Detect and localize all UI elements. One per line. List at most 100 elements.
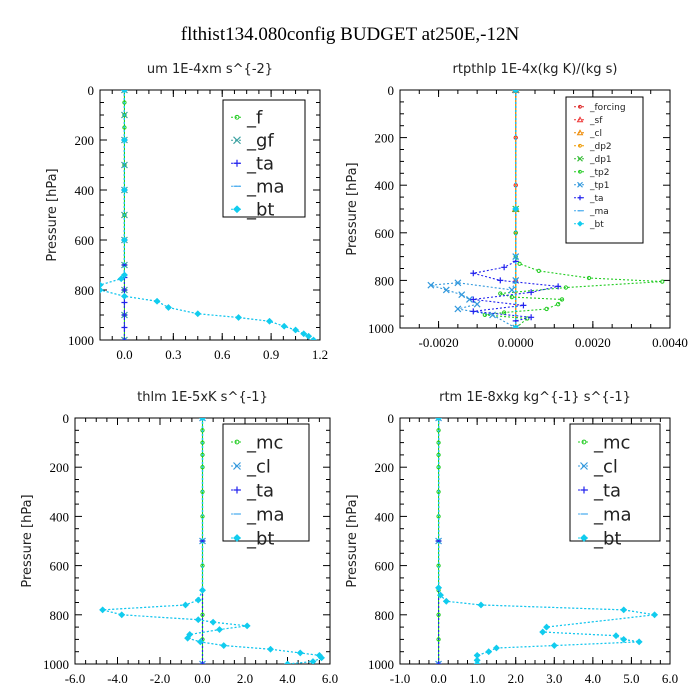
data-point (437, 591, 444, 599)
data-point (550, 642, 558, 649)
y-tick-label: 600 (375, 226, 395, 241)
data-point (559, 297, 565, 302)
data-point (200, 452, 205, 458)
data-point (199, 586, 206, 594)
data-point (470, 270, 477, 277)
data-point (473, 300, 481, 308)
data-point (280, 322, 288, 330)
data-point (117, 275, 125, 283)
data-point (292, 326, 299, 334)
data-point (512, 205, 520, 213)
y-axis-label: Pressure [hPa] (345, 162, 360, 255)
data-point (635, 638, 643, 646)
y-tick-label: 0 (88, 83, 95, 98)
data-point (509, 294, 515, 300)
x-tick-label: 3.0 (546, 671, 562, 686)
x-tick-label: 1.2 (312, 347, 328, 362)
data-point (436, 465, 441, 470)
panel-title: rtm 1E-8xkg kg^{-1} s^{-1} (439, 390, 631, 405)
legend: _forcing _sf _cl _dp2 _dp1 _tp2 _tp1 _ta _ma _bt (565, 96, 644, 244)
data-point (501, 264, 508, 271)
data-point (220, 642, 228, 649)
x-tick-label: 1.0 (469, 671, 485, 686)
data-point (305, 332, 313, 340)
data-point (310, 336, 317, 340)
legend-marker (233, 486, 241, 494)
data-point (497, 277, 504, 284)
data-point (660, 279, 665, 284)
data-point (200, 440, 205, 445)
data-point (196, 638, 204, 646)
data-point (512, 324, 520, 328)
data-point (528, 314, 535, 321)
legend-marker (577, 155, 583, 162)
data-point (555, 302, 561, 307)
panels: um 1E-4xm s^{-2} Pressure [hPa] 0 200 400 600… (20, 62, 688, 686)
legend-label: _dp1 (589, 155, 612, 165)
legend-label: _bt (246, 528, 274, 549)
panel-title: um 1E-4xm s^{-2} (147, 62, 273, 77)
legend-label: _dp2 (589, 142, 612, 152)
data-point (501, 310, 507, 315)
legend-marker (578, 169, 582, 174)
y-tick-label: 600 (75, 233, 95, 248)
data-point (517, 261, 522, 266)
data-point (284, 660, 291, 664)
legend-label: _ma (246, 504, 285, 525)
data-point (121, 161, 128, 169)
panel-1: um 1E-4xm s^{-2} Pressure [hPa] 0 200 400 600… (45, 62, 328, 362)
y-tick-label: 0 (388, 411, 395, 426)
legend-marker (581, 439, 587, 445)
legend-label: _tp2 (589, 168, 609, 178)
legend-label: _bt (589, 220, 604, 230)
x-tick-label: 0.0 (116, 347, 132, 362)
x-tick-label: 0.0040 (652, 335, 688, 350)
legend-label: _ma (589, 207, 609, 217)
data-point (563, 285, 569, 290)
data-point (99, 606, 107, 614)
panel-title: thlm 1E-5xK s^{-1} (137, 390, 268, 405)
legend: _f_gf_ta_ma_bt (222, 99, 306, 221)
legend-marker (576, 116, 584, 123)
data-point (121, 136, 128, 144)
data-point (121, 90, 128, 94)
x-tick-label: 2.0 (508, 671, 524, 686)
data-point (200, 465, 205, 470)
y-axis-label: Pressure [hPa] (45, 168, 60, 261)
data-point (473, 660, 481, 664)
data-point (620, 606, 628, 614)
y-tick-label: 200 (50, 460, 70, 475)
y-tick-label: 0 (388, 83, 395, 98)
data-point (121, 292, 128, 300)
legend: _mc _cl _ta _ma _bt (222, 423, 310, 549)
data-point (493, 644, 500, 652)
legend-marker (577, 220, 583, 227)
y-tick-label: 800 (375, 608, 395, 623)
data-point (528, 289, 535, 296)
x-tick-label: -6.0 (65, 671, 86, 686)
data-point (121, 287, 128, 293)
panel-2: rtpthlp 1E-4x(kg K)/(kg s) Pressure [hPa]… (345, 62, 688, 350)
legend-label: _ma (593, 504, 632, 525)
y-tick-label: 400 (375, 178, 395, 193)
data-point (477, 601, 485, 609)
data-point (512, 324, 520, 328)
data-point (122, 212, 127, 218)
data-point (620, 635, 628, 643)
data-point (612, 632, 620, 640)
legend-marker (234, 439, 240, 445)
data-point (194, 596, 202, 604)
legend-marker (580, 486, 588, 494)
data-point (165, 304, 172, 311)
data-point (184, 634, 192, 642)
legend-label: _cl (246, 456, 271, 477)
data-point (121, 186, 128, 194)
data-point (536, 268, 542, 274)
legend-label: _bt (246, 200, 274, 221)
data-point (100, 281, 104, 289)
data-point (122, 112, 127, 118)
data-point (454, 305, 462, 313)
data-point (182, 601, 189, 609)
x-tick-label: 2.0 (237, 671, 253, 686)
